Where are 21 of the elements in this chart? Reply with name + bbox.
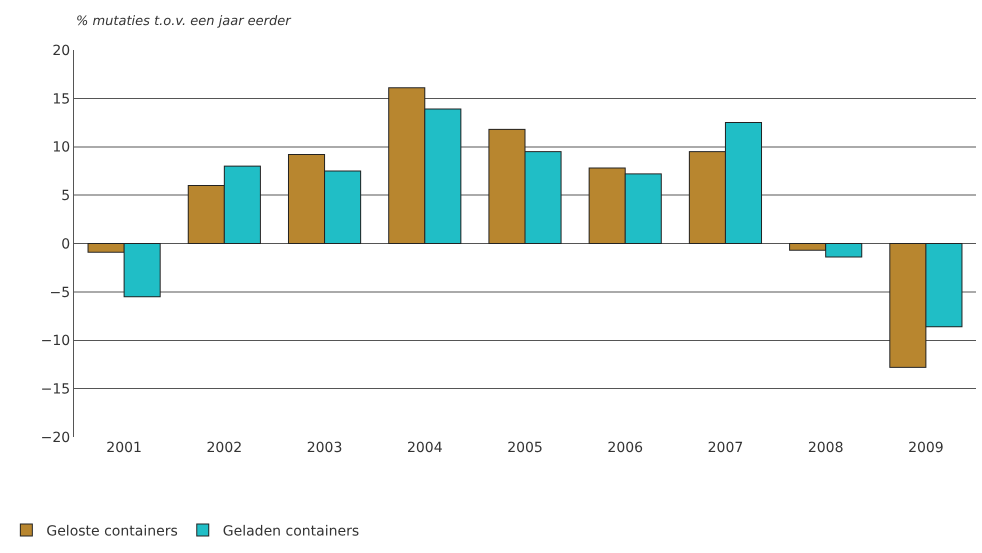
y-tick-label: 15 xyxy=(52,91,70,108)
legend-label: Geloste containers xyxy=(46,523,178,540)
y-tick-label: −15 xyxy=(40,382,70,398)
y-axis-title: % mutaties t.o.v. een jaar eerder xyxy=(76,14,292,29)
x-tick-label: 2003 xyxy=(306,440,342,456)
legend-label: Geladen containers xyxy=(222,523,360,540)
y-tick-label: −10 xyxy=(40,333,70,350)
y-tick-label: 10 xyxy=(52,140,70,156)
y-tick-label: 20 xyxy=(52,42,70,59)
x-tick-label: 2009 xyxy=(908,440,944,456)
x-tick-label: 2007 xyxy=(708,440,744,456)
y-tick-label: −5 xyxy=(50,284,70,301)
x-tick-label: 2006 xyxy=(607,440,644,456)
x-tick-label: 2005 xyxy=(507,440,543,456)
y-tick-label: 0 xyxy=(61,236,70,252)
y-tick-label: −20 xyxy=(40,430,70,446)
x-tick-label: 2004 xyxy=(406,440,443,456)
x-tick-label: 2008 xyxy=(808,440,844,456)
y-tick-label: 5 xyxy=(61,188,70,204)
x-tick-label: 2002 xyxy=(206,440,242,456)
x-tick-label: 2001 xyxy=(106,440,142,456)
